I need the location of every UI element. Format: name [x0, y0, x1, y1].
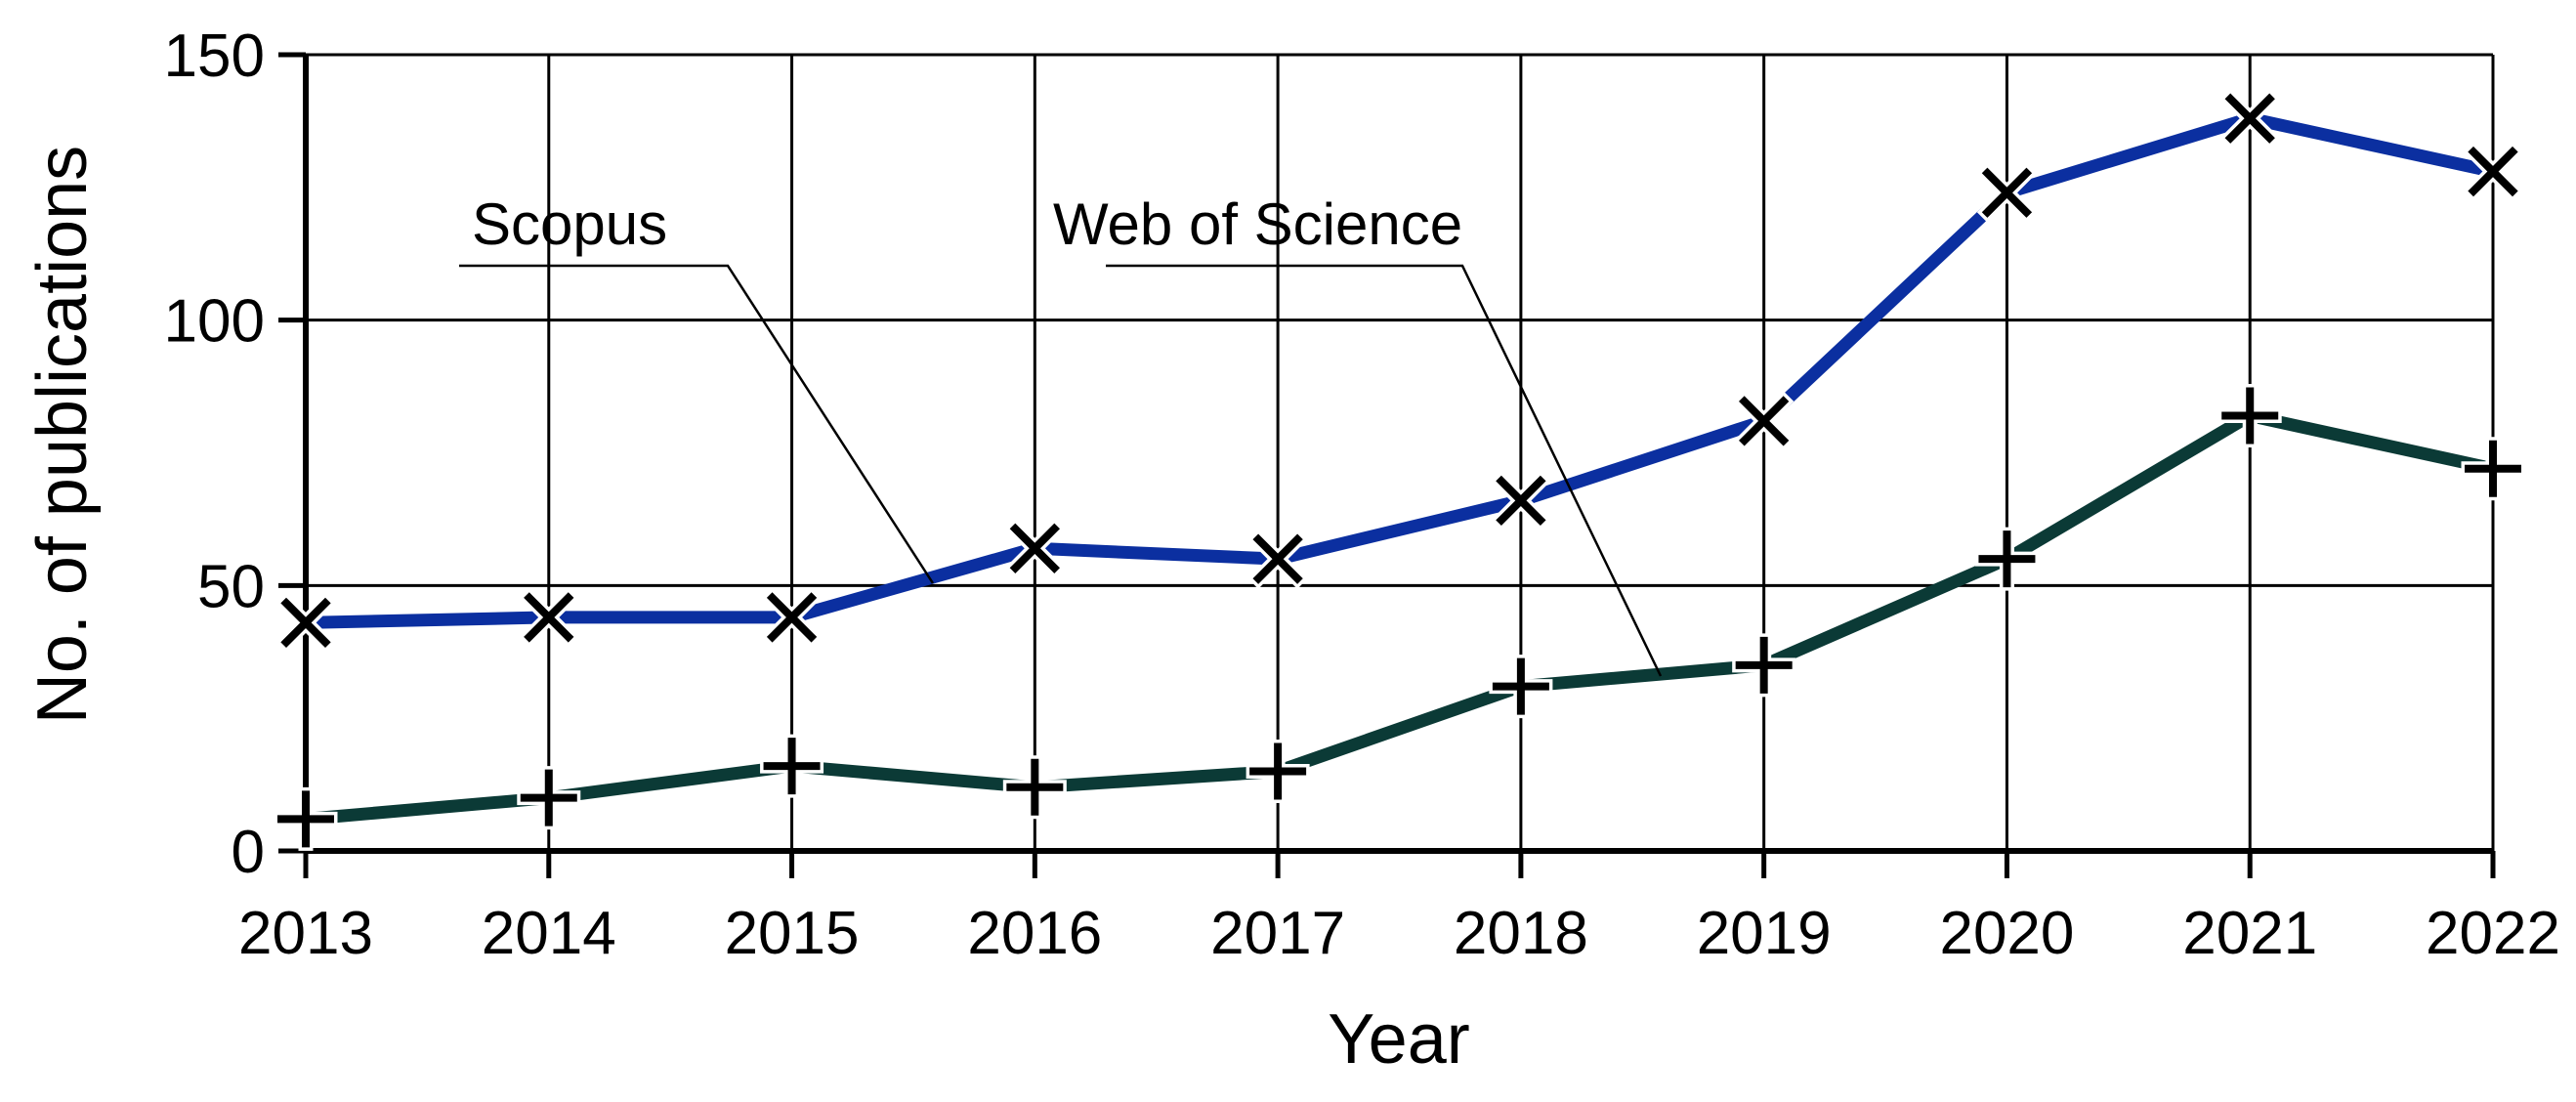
marker-stroke [520, 769, 577, 826]
x-marker [1976, 162, 2038, 223]
marker-stroke [1492, 657, 1549, 715]
marker-stroke [1981, 167, 2033, 218]
plus-marker [2217, 383, 2282, 447]
plus-marker [274, 786, 338, 851]
callout-leader-scopus [459, 264, 935, 584]
marker-stroke [1978, 530, 2036, 588]
marker-stroke [2468, 146, 2518, 197]
marker-stroke [2224, 93, 2275, 144]
marker-stroke [1496, 475, 1546, 527]
series-line-web-of-science [299, 408, 2500, 826]
x-marker [2219, 88, 2280, 148]
plus-marker [760, 734, 824, 798]
x-marker [2463, 141, 2523, 202]
y-axis-title: No. of publications [23, 146, 102, 724]
plus-marker [2461, 437, 2525, 501]
marker-stroke [2465, 440, 2521, 497]
marker-stroke [1739, 396, 1790, 446]
series-callouts: Scopus Web of Science [459, 191, 1663, 677]
x-tick-label: 2015 [725, 900, 860, 967]
x-tick-label: 2017 [1210, 900, 1345, 967]
grid [306, 53, 2495, 851]
x-tick-label: 2013 [238, 900, 373, 967]
series-line-scopus [299, 111, 2500, 629]
marker-stroke [1735, 636, 1793, 694]
callout-leader-web-of-science [1106, 264, 1663, 677]
x-tick-label: 2019 [1697, 900, 1832, 967]
x-marker [1734, 391, 1795, 451]
marker-stroke [280, 597, 331, 649]
plus-marker [1002, 755, 1067, 820]
x-marker [761, 587, 823, 648]
plus-marker [1732, 633, 1796, 698]
x-tick-label: 2014 [482, 900, 616, 967]
x-marker [275, 592, 336, 653]
series-lines [299, 111, 2500, 826]
y-tick-label: 0 [232, 819, 265, 886]
x-marker [1491, 470, 1551, 531]
callout-label-web-of-science: Web of Science [1053, 191, 1462, 257]
series-markers [274, 88, 2525, 851]
x-marker [519, 587, 579, 648]
marker-stroke [766, 592, 818, 643]
x-marker [1247, 529, 1308, 589]
axes: 0 50 100 150 2013 2014 2015 2016 2017 2018 2019 202… [164, 22, 2560, 967]
x-tick-label: 2021 [2182, 900, 2317, 967]
marker-stroke [2221, 387, 2279, 445]
marker-stroke [1006, 758, 1064, 816]
x-tick-label: 2022 [2426, 900, 2560, 967]
marker-stroke [524, 592, 574, 643]
marker-stroke [1249, 742, 1307, 800]
x-marker [1004, 518, 1065, 578]
y-tick-label: 150 [164, 22, 265, 90]
plus-marker [1246, 740, 1310, 803]
callout-label-scopus: Scopus [472, 191, 667, 257]
marker-stroke [1252, 533, 1303, 584]
x-tick-label: 2020 [1939, 900, 2074, 967]
x-tick-label: 2016 [967, 900, 1102, 967]
x-axis-title: Year [1328, 1000, 1469, 1079]
plus-marker [517, 766, 581, 830]
plus-marker [1974, 527, 2039, 591]
marker-stroke [1009, 523, 1060, 573]
y-tick-label: 50 [197, 553, 265, 620]
y-tick-label: 100 [164, 288, 265, 356]
marker-stroke [277, 790, 334, 848]
marker-stroke [763, 738, 821, 795]
x-tick-label: 2018 [1454, 900, 1588, 967]
plus-marker [1489, 655, 1553, 719]
